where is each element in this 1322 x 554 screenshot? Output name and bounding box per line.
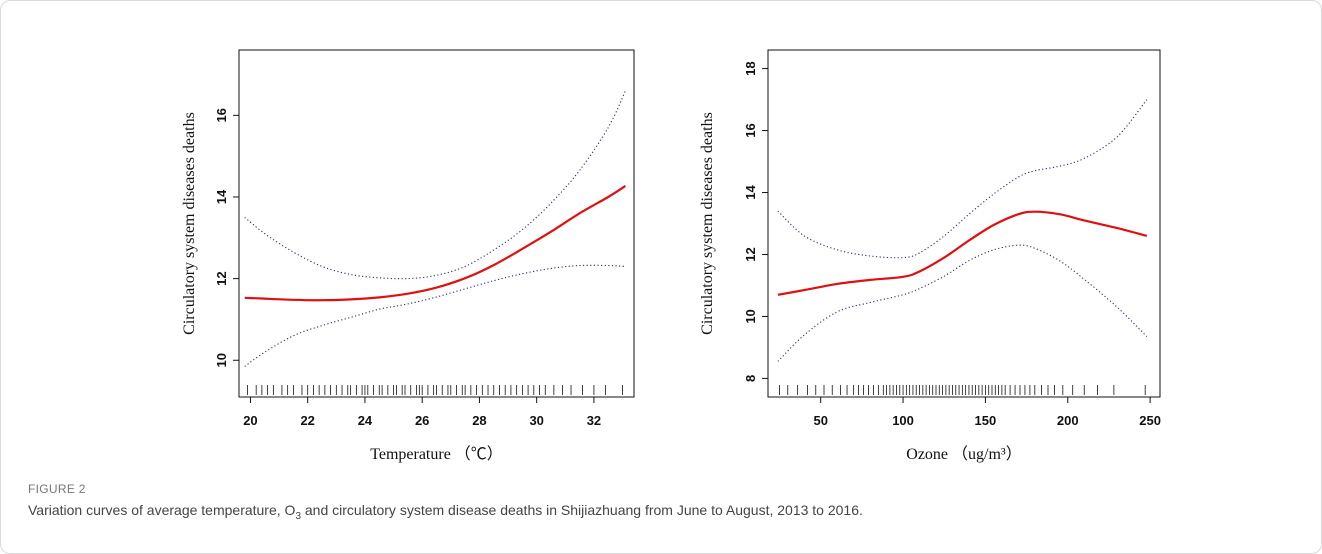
plot-box [238, 49, 635, 398]
y-tick-label: 10 [214, 353, 229, 367]
x-tick-label: 150 [975, 413, 997, 428]
figure-label: FIGURE 2 [28, 482, 86, 496]
y-tick-label: 12 [743, 247, 758, 261]
chart-ozone: 50 100 150 200 250 8 10 12 14 16 18 Ozone （ug/m³） Ci… [699, 49, 1161, 463]
ci-lower-curve [777, 244, 1148, 362]
figure-charts: 20 22 24 26 28 30 32 10 12 14 16 Temperature （℃） Cir… [181, 49, 1161, 463]
x-tick-label: 200 [1057, 413, 1079, 428]
x-tick-label: 28 [472, 413, 486, 428]
ci-upper-curve [244, 90, 626, 280]
x-axis-title: Temperature （℃） [370, 445, 503, 463]
ci-upper-curve [777, 99, 1148, 259]
y-tick-label: 10 [743, 309, 758, 323]
caption-subscript: 3 [295, 510, 301, 522]
figure-caption: Variation curves of average temperature,… [28, 502, 863, 522]
y-axis-title: Circulatory system diseases deaths [181, 112, 198, 335]
x-tick-label: 32 [587, 413, 601, 428]
x-tick-label: 26 [415, 413, 429, 428]
x-tick-label: 22 [300, 413, 314, 428]
y-tick-label: 14 [743, 185, 758, 200]
x-tick-label: 24 [358, 413, 373, 428]
y-tick-label: 16 [743, 123, 758, 137]
chart-temperature: 20 22 24 26 28 30 32 10 12 14 16 Temperature （℃） Cir… [181, 49, 635, 463]
caption-text-pre: Variation curves of average temperature,… [28, 502, 296, 518]
plot-box [767, 49, 1161, 398]
fit-curve [244, 184, 627, 302]
fit-curve [777, 210, 1148, 296]
x-tick-label: 250 [1139, 413, 1161, 428]
x-tick-label: 100 [892, 413, 914, 428]
y-tick-label: 12 [214, 271, 229, 285]
x-tick-label: 50 [813, 413, 827, 428]
y-tick-label: 8 [743, 375, 758, 382]
y-tick-label: 14 [214, 189, 229, 204]
y-axis-title: Circulatory system diseases deaths [699, 112, 716, 335]
x-tick-label: 20 [243, 413, 257, 428]
caption-text-post: and circulatory system disease deaths in… [301, 502, 863, 518]
y-tick-label: 18 [743, 61, 758, 75]
x-axis-title: Ozone （ug/m³） [906, 445, 1021, 463]
y-tick-label: 16 [214, 108, 229, 122]
ci-lower-curve [244, 264, 626, 367]
x-tick-label: 30 [529, 413, 543, 428]
